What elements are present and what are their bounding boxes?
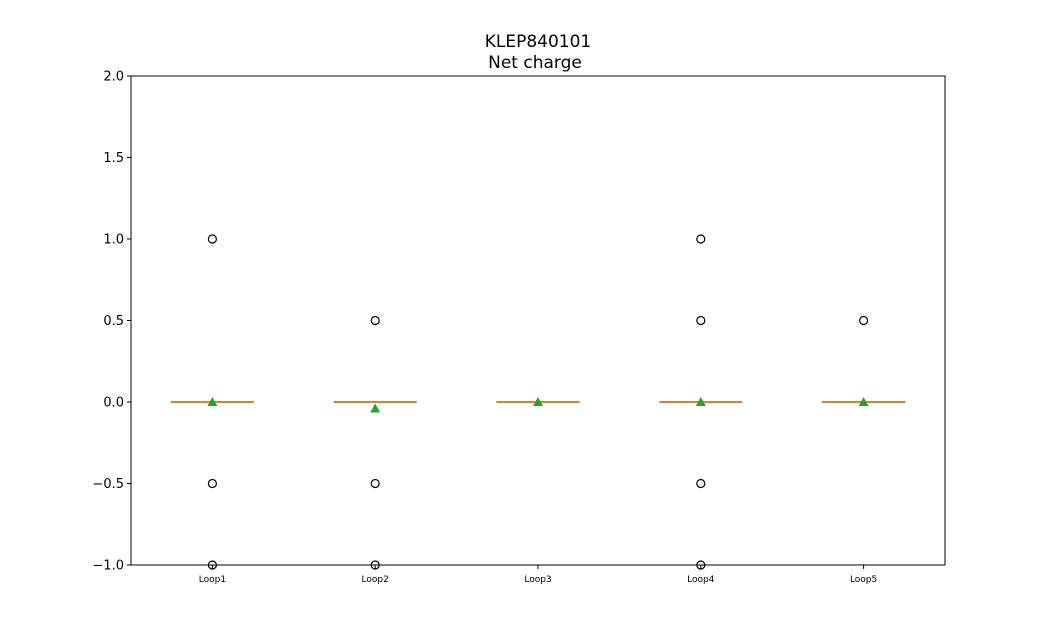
outlier-point	[207, 478, 217, 489]
chart-subtitle: Net charge	[488, 53, 582, 73]
outlier-point	[696, 315, 706, 326]
y-tick-label: 2.0	[103, 70, 124, 85]
x-tick-label: Loop1	[199, 575, 226, 585]
outlier-point	[370, 478, 380, 489]
x-tick-label: Loop5	[850, 575, 877, 585]
box-group	[822, 315, 906, 406]
mean-marker	[533, 397, 543, 406]
outlier-point	[858, 315, 869, 326]
x-tick-label: Loop3	[524, 575, 551, 585]
y-tick-label: 1.5	[103, 151, 124, 166]
mean-marker	[695, 397, 706, 406]
box-group	[170, 234, 254, 570]
y-tick-label: −1.0	[92, 559, 124, 574]
outlier-point	[696, 234, 706, 244]
box-group	[659, 234, 743, 570]
box-group	[496, 397, 580, 406]
plot-area	[170, 234, 906, 570]
y-axis: −1.0 −0.5 0.0 0.5 1.0 1.5 2.0	[92, 70, 131, 574]
y-tick-label: −0.5	[92, 477, 124, 492]
y-tick-label: 0.5	[103, 314, 124, 329]
mean-marker	[207, 397, 218, 406]
x-tick-label: Loop2	[362, 575, 389, 585]
outlier-point	[696, 478, 706, 489]
y-tick-label: 1.0	[103, 233, 124, 248]
y-tick-label: 0.0	[103, 396, 124, 411]
x-tick-label: Loop4	[687, 575, 715, 585]
x-axis: Loop1 Loop2 Loop3 Loop4 Loop5	[199, 565, 877, 585]
box-group	[333, 315, 417, 570]
chart-title: KLEP840101	[485, 32, 592, 52]
plot-frame	[130, 75, 946, 566]
outlier-point	[207, 234, 217, 244]
mean-marker	[370, 403, 381, 413]
mean-marker	[858, 397, 869, 406]
outlier-point	[370, 315, 380, 326]
